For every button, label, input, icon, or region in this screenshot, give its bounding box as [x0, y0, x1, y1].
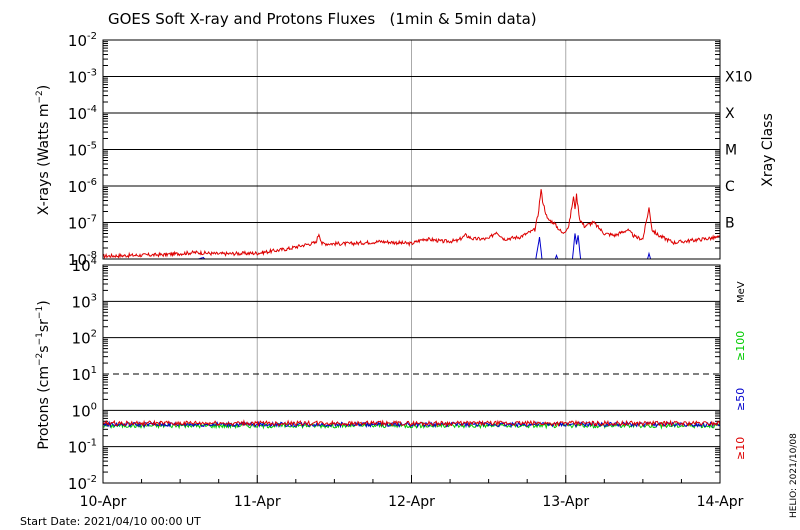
chart-title: GOES Soft X-ray and Protons Fluxes (1min…: [108, 10, 537, 28]
x-tick-label: 10-Apr: [80, 494, 127, 510]
xray-long-series: [103, 189, 720, 259]
xray-class-label: X10: [725, 70, 752, 86]
energy-unit-label: MeV: [736, 281, 747, 303]
y-tick-label: 10-2: [68, 474, 97, 493]
y-tick-label: 10-5: [68, 141, 97, 160]
x-tick-label: 13-Apr: [542, 494, 589, 510]
xray-axis-label: X-rays (Watts m−2): [35, 85, 52, 215]
start-date-label: Start Date: 2021/04/10 00:00 UT: [20, 515, 201, 528]
proton-series-p50: [103, 420, 720, 429]
xray-class-label: B: [725, 216, 735, 232]
y-tick-label: 10-3: [68, 68, 97, 87]
xray-plot-frame: [102, 39, 721, 260]
xray-panel: 10-2 10-3 10-4 10-5 10-6 10-7 10-8 X10 X M C B X-ray…: [35, 31, 776, 269]
xray-class-label: X: [725, 106, 735, 122]
y-tick-label: 102: [72, 329, 97, 348]
x-tick-label: 14-Apr: [697, 494, 744, 510]
time-axis: 10-Apr 11-Apr 12-Apr 13-Apr 14-Apr: [80, 475, 744, 510]
y-tick-label: 10-7: [68, 214, 97, 233]
y-tick-label: 103: [72, 292, 97, 311]
y-tick-label: 10-8: [68, 250, 97, 269]
y-tick-label: 10-1: [68, 438, 97, 457]
y-tick-label: 10-6: [68, 177, 97, 196]
proton-legend-p100: ≥100: [734, 331, 747, 361]
x-tick-label: 11-Apr: [234, 494, 281, 510]
x-tick-label: 12-Apr: [388, 494, 435, 510]
xray-class-axis-label: Xray Class: [760, 113, 776, 187]
proton-legend-p10: ≥10: [734, 437, 747, 460]
proton-series-p10: [103, 419, 720, 428]
proton-axis-label: Protons (cm−2s−1sr−1): [35, 300, 52, 449]
y-tick-label: 101: [72, 365, 97, 384]
y-tick-label: 104: [72, 256, 97, 275]
xray-class-label: C: [725, 179, 735, 195]
y-tick-label: 10-2: [68, 31, 97, 50]
y-tick-label: 100: [72, 401, 97, 420]
proton-legend-p50: ≥50: [734, 388, 747, 411]
proton-panel: 104 103 102 101 100 10-1 10-2 Protons (cm−2s−1s…: [35, 256, 747, 493]
y-tick-label: 10-4: [68, 104, 97, 123]
credit-label: HELIO: 2021/10/08: [789, 433, 799, 518]
xray-class-label: M: [725, 143, 737, 159]
